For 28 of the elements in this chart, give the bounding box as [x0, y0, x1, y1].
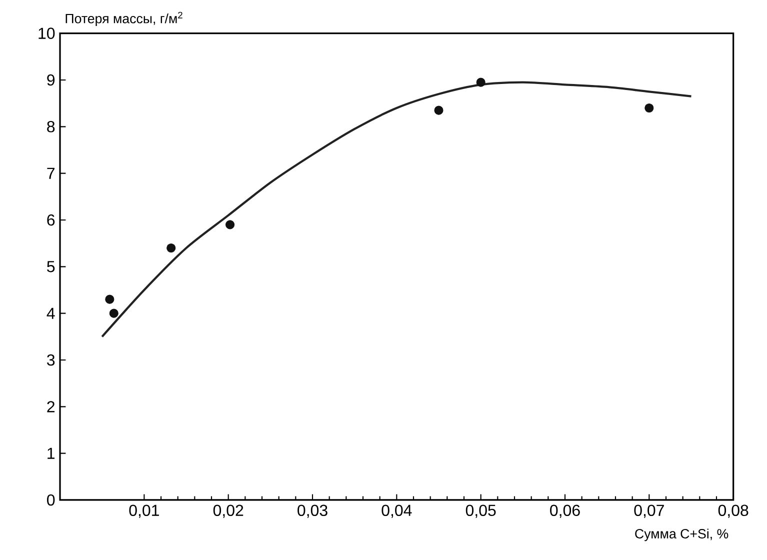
y-tick-label: 3 [47, 354, 55, 366]
x-tick-label: 0,02 [213, 504, 244, 518]
y-axis-title: Потеря массы, г/м$^{2}$ [66, 12, 182, 26]
x-tick-label: 0,03 [298, 504, 328, 518]
x-tick-label: 0,08 [718, 504, 748, 518]
y-tick-label: 2 [47, 401, 54, 412]
y-tick-label: 10 [38, 28, 55, 39]
x-tick-label: 0,07 [634, 504, 664, 518]
y-tick-label: 4 [46, 308, 55, 319]
point [166, 243, 176, 253]
y-tick-label: 5 [47, 261, 55, 272]
y-tick-label: 7 [47, 168, 54, 179]
point [476, 78, 486, 87]
y-tick-label: 8 [47, 120, 55, 132]
y-tick-label: 9 [47, 74, 55, 86]
x-axis-title: Сумма С+Si, % [635, 528, 728, 542]
x-tick-label: 0,04 [382, 504, 412, 518]
point [644, 103, 654, 113]
y-tick-label: 6 [47, 214, 55, 226]
x-tick-label: 0,05 [466, 504, 496, 518]
point [434, 106, 444, 115]
x-tick-label: 0,01 [129, 504, 159, 518]
y-tick-label: 1 [48, 448, 55, 459]
point [225, 220, 235, 230]
point [105, 294, 114, 304]
x-tick-label: 0,06 [550, 504, 580, 518]
y-tick-label: 0 [47, 494, 55, 506]
point [109, 308, 118, 318]
